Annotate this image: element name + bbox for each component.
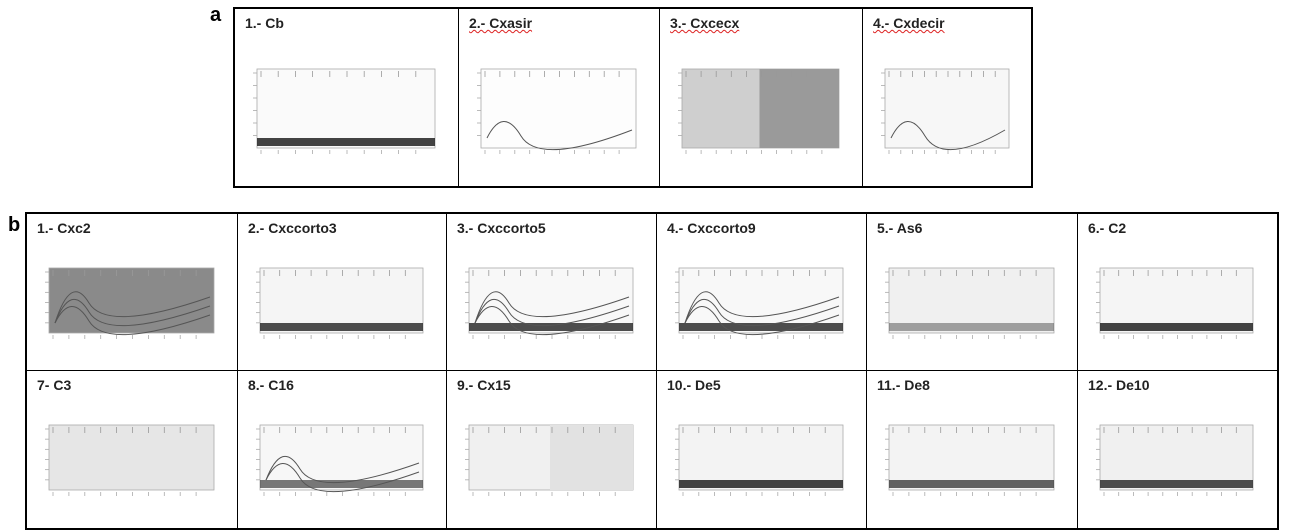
thumbnail-title: 2.- Cxccorto3 (248, 220, 337, 236)
thumbnail-title: 12.- De10 (1088, 377, 1150, 393)
spectrogram-plot (465, 424, 634, 496)
thumbnail-title: 4.- Cxdecir (873, 15, 945, 31)
formant (474, 298, 630, 327)
thumbnail-cell: 6.- C2 (1078, 214, 1277, 371)
spectrogram-plot (881, 68, 1010, 154)
panel-a: 1.- Cb 2.- Cxasir 3.- Cxcecx 4.- Cxdecir (233, 7, 1033, 188)
thumbnail-title: 6.- C2 (1088, 220, 1127, 236)
thumbnail-title: 7- C3 (37, 377, 72, 393)
panel-b: 1.- Cxc2 2.- Cxccorto3 3.- Cxccorto5 4.- Cx… (25, 212, 1279, 530)
spectrogram-plot (45, 267, 215, 339)
spectrogram-plot (256, 267, 424, 339)
spectrogram (259, 424, 424, 491)
thumbnail-cell: 2.- Cxasir (459, 9, 660, 186)
formant (54, 306, 211, 336)
energy-band (1100, 480, 1253, 488)
thumbnail-cell: 10.- De5 (657, 371, 867, 528)
spectrogram-plot (1096, 424, 1254, 496)
spectrogram (1099, 424, 1254, 491)
thumbnail-cell: 8.- C16 (238, 371, 447, 528)
energy-band (679, 480, 843, 488)
thumbnail-title: 1.- Cb (245, 15, 284, 31)
energy-band (889, 480, 1054, 488)
thumbnail-cell: 12.- De10 (1078, 371, 1277, 528)
thumbnail-title: 11.- De8 (877, 377, 930, 393)
energy-band (260, 480, 423, 488)
thumbnail-title: 9.- Cx15 (457, 377, 511, 393)
spectrogram-plot (477, 68, 637, 154)
spectrogram-region (550, 425, 633, 490)
energy-band (469, 323, 633, 331)
spectrogram (678, 267, 844, 334)
spectrogram (468, 267, 634, 334)
thumbnail-title: 3.- Cxcecx (670, 15, 740, 31)
thumbnail-cell: 3.- Cxcecx (660, 9, 863, 186)
spectrogram-plot (678, 68, 840, 154)
spectrogram (48, 424, 215, 491)
formant (890, 121, 1006, 150)
thumbnail-title: 8.- C16 (248, 377, 294, 393)
spectrogram-plot (1096, 267, 1254, 339)
spectrogram (259, 267, 424, 334)
thumbnail-cell: 1.- Cb (235, 9, 459, 186)
thumbnail-cell: 4.- Cxccorto9 (657, 214, 867, 371)
energy-band (1100, 323, 1253, 331)
spectrogram (884, 68, 1010, 149)
energy-band (679, 323, 843, 331)
spectrogram-plot (45, 424, 215, 496)
thumbnail-title: 2.- Cxasir (469, 15, 533, 31)
formant (486, 121, 633, 151)
spectrogram (888, 424, 1055, 491)
panel-label: a (210, 4, 222, 26)
spectrogram-plot (256, 424, 424, 496)
thumbnail-cell: 11.- De8 (867, 371, 1078, 528)
spectrogram-plot (253, 68, 436, 154)
formant (474, 306, 630, 336)
thumbnail-title: 3.- Cxccorto5 (457, 220, 546, 236)
spectrogram (888, 267, 1055, 334)
energy-band (257, 138, 435, 146)
thumbnail-title: 5.- As6 (877, 220, 923, 236)
energy-band (260, 323, 423, 331)
formant (54, 298, 211, 327)
spectrogram (256, 68, 436, 149)
formant (265, 463, 420, 493)
thumbnail-title: 4.- Cxccorto9 (667, 220, 756, 236)
formant (684, 291, 840, 324)
spectrogram-plot (675, 267, 844, 339)
formant (684, 298, 840, 327)
thumbnail-cell: 7- C3 (27, 371, 238, 528)
formant (265, 455, 420, 484)
spectrogram (1099, 267, 1254, 334)
panel-label: b (8, 214, 21, 236)
spectrogram (678, 424, 844, 491)
thumbnail-cell: 3.- Cxccorto5 (447, 214, 657, 371)
thumbnail-cell: 1.- Cxc2 (27, 214, 238, 371)
thumbnail-title: 10.- De5 (667, 377, 721, 393)
formant (54, 291, 211, 324)
energy-band (889, 323, 1054, 331)
formant (474, 291, 630, 324)
thumbnail-cell: 4.- Cxdecir (863, 9, 1033, 186)
thumbnail-cell: 9.- Cx15 (447, 371, 657, 528)
spectrogram-plot (675, 424, 844, 496)
thumbnail-cell: 2.- Cxccorto3 (238, 214, 447, 371)
spectrogram-region (759, 69, 839, 148)
thumbnail-cell: 5.- As6 (867, 214, 1078, 371)
thumbnail-title: 1.- Cxc2 (37, 220, 91, 236)
spectrogram (48, 267, 215, 334)
spectrogram-plot (465, 267, 634, 339)
spectrogram (480, 68, 637, 149)
spectrogram-plot (885, 424, 1055, 496)
spectrogram-plot (885, 267, 1055, 339)
formant (684, 306, 840, 336)
